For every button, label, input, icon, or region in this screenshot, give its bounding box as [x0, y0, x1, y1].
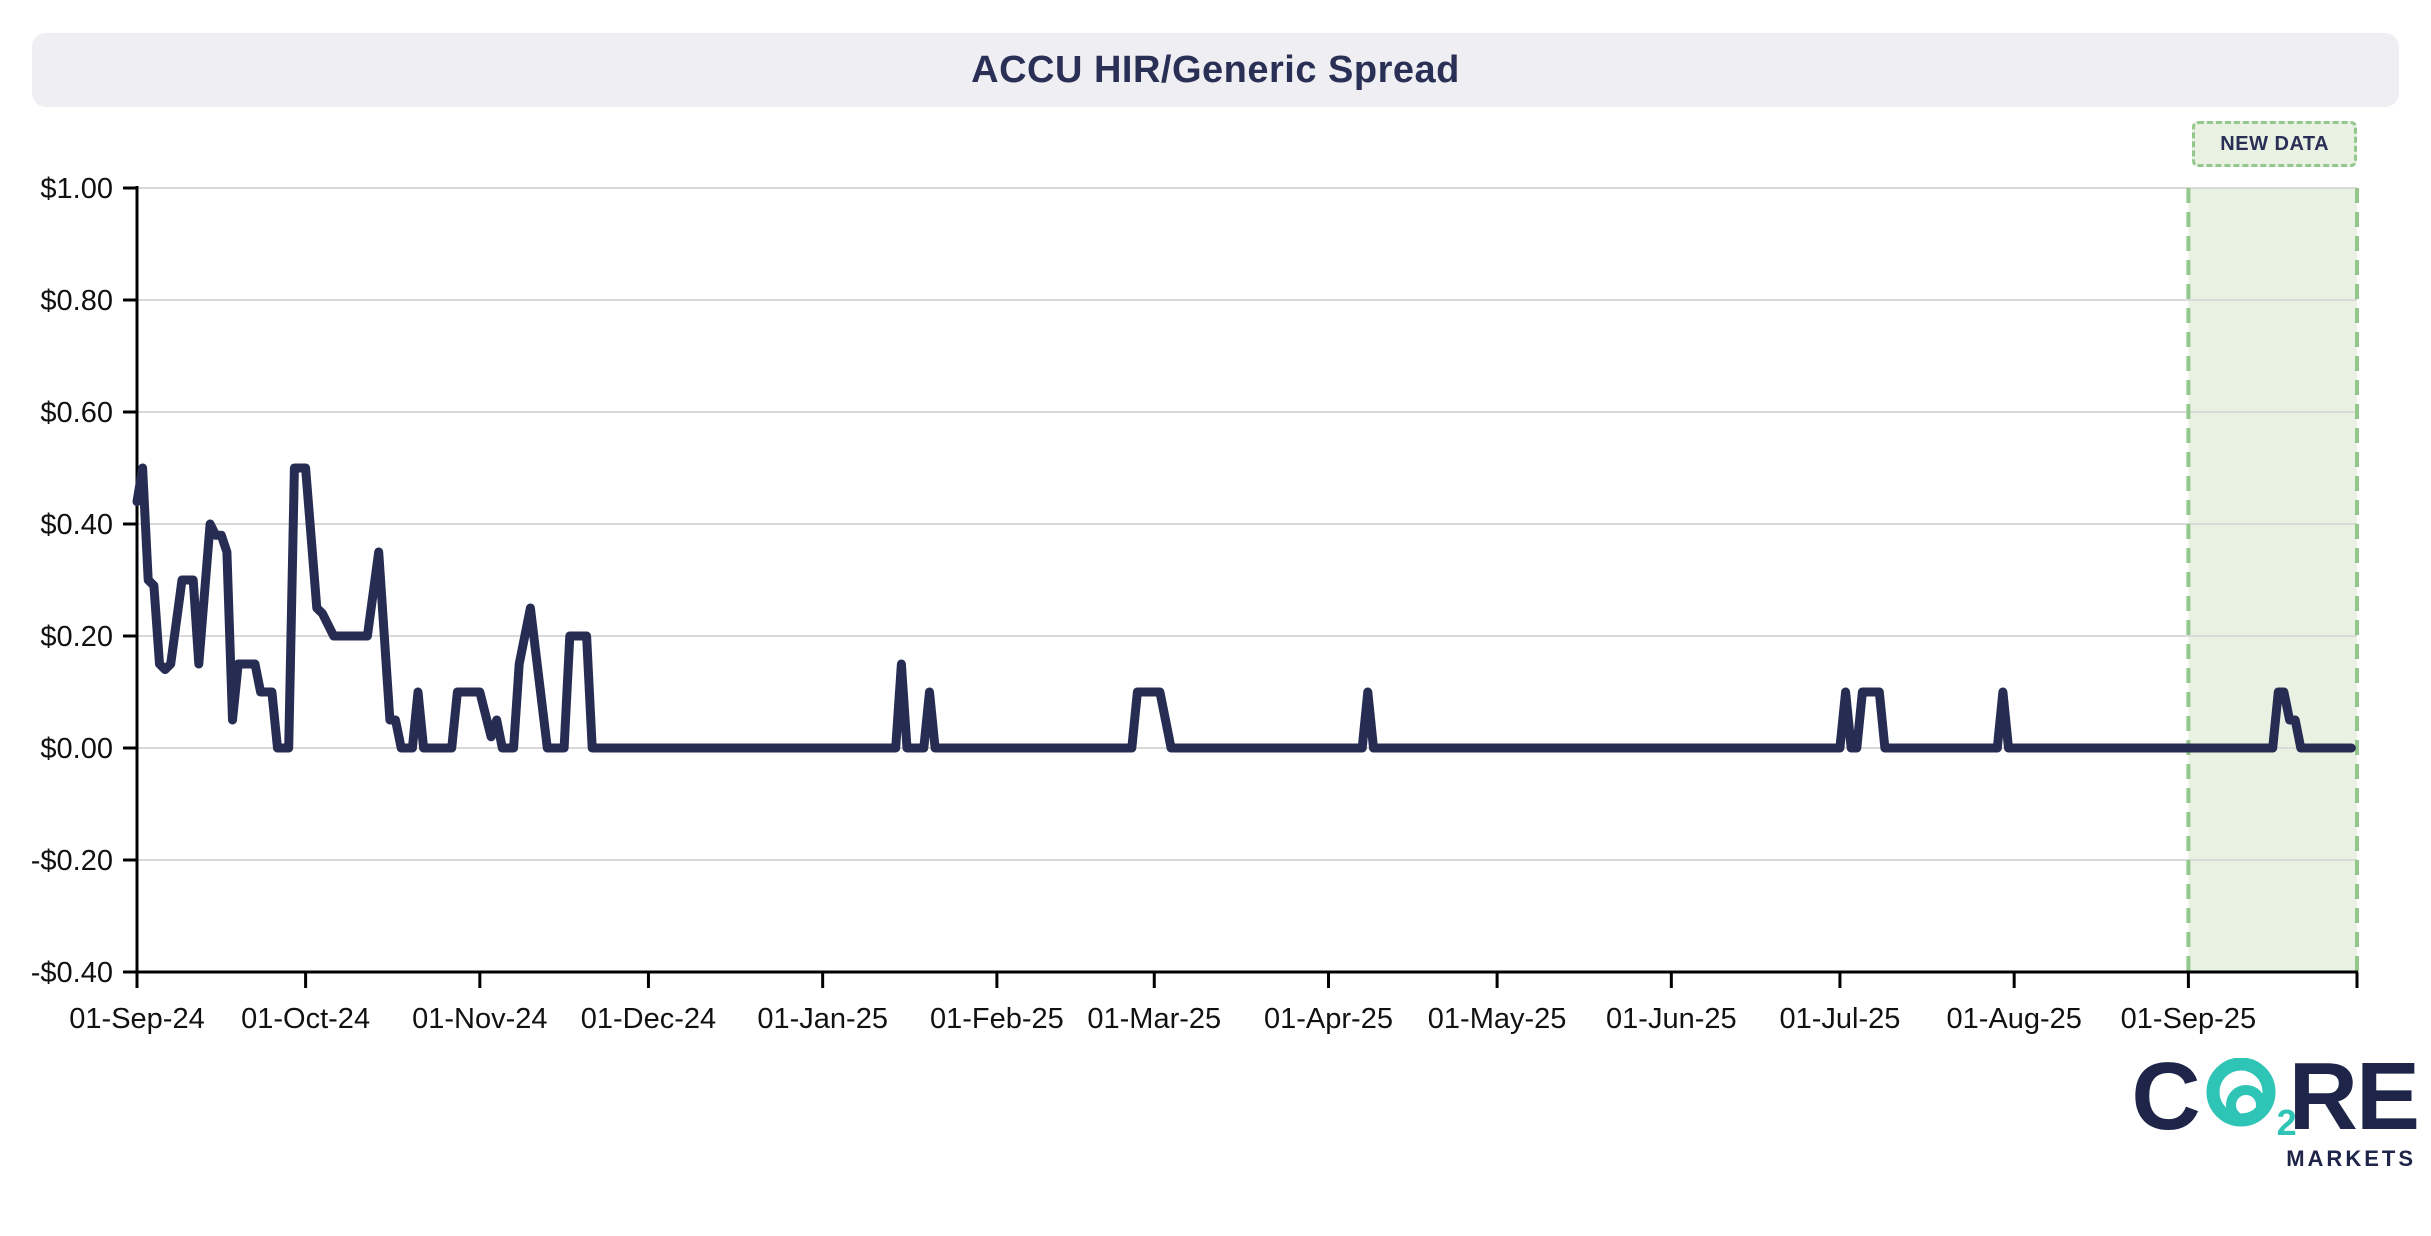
logo-letter-c: C — [2131, 1043, 2200, 1150]
logo-wordmark: C 2 RE — [2131, 1043, 2420, 1150]
y-axis-label: $0.00 — [40, 733, 113, 765]
new-data-region — [2188, 188, 2357, 972]
chart-title-bar: ACCU HIR/Generic Spread — [32, 33, 2399, 107]
y-axis-label: -$0.40 — [31, 957, 113, 989]
x-axis-label: 01-Sep-25 — [2121, 1003, 2256, 1035]
x-axis-label: 01-Dec-24 — [581, 1003, 716, 1035]
series-line — [132, 463, 2356, 753]
logo-markets-text: MARKETS — [2286, 1146, 2416, 1171]
co2-ring-graphic — [2206, 1058, 2276, 1127]
core-markets-logo: C 2 RE MARKETS — [2088, 1043, 2420, 1172]
y-axis-label: $0.80 — [40, 285, 113, 317]
y-axis-label: $0.40 — [40, 509, 113, 541]
x-axis-label: 01-May-25 — [1428, 1003, 1567, 1035]
chart-title: ACCU HIR/Generic Spread — [971, 48, 1460, 91]
x-axis-label: 01-Oct-24 — [241, 1003, 370, 1035]
new-data-badge: NEW DATA — [2192, 121, 2357, 167]
x-axis-label: 01-Jan-25 — [757, 1003, 888, 1035]
logo-subscript-2: 2 — [2276, 1102, 2297, 1143]
y-axis-label: $0.60 — [40, 397, 113, 429]
x-axis-label: 01-Jun-25 — [1606, 1003, 1737, 1035]
x-axis-label: 01-Aug-25 — [1946, 1003, 2081, 1035]
x-axis-label: 01-Apr-25 — [1264, 1003, 1393, 1035]
logo-letters-re: RE — [2288, 1043, 2420, 1150]
y-axis-label: -$0.20 — [31, 845, 113, 877]
x-axis-label: 01-Mar-25 — [1087, 1003, 1221, 1035]
x-axis-label: 01-Jul-25 — [1779, 1003, 1900, 1035]
co2-ring-icon: 2 — [2201, 1048, 2297, 1146]
x-axis-label: 01-Feb-25 — [930, 1003, 1064, 1035]
x-axis-label: 01-Nov-24 — [412, 1003, 547, 1035]
y-axis-label: $1.00 — [40, 173, 113, 205]
x-axis-label: 01-Sep-24 — [69, 1003, 204, 1035]
y-axis-label: $0.20 — [40, 621, 113, 653]
